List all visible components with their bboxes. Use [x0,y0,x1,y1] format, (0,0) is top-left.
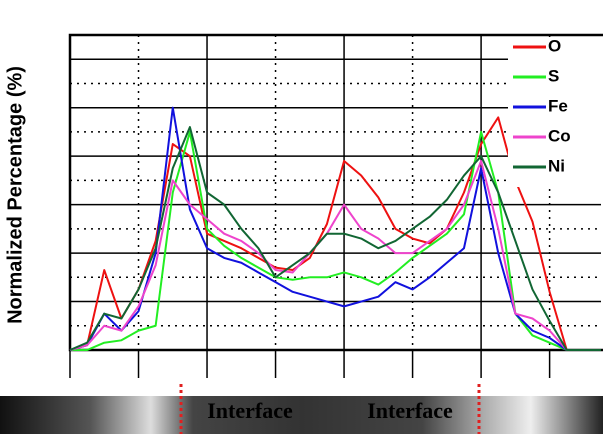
annotation: Interface [207,398,293,423]
legend-label: O [548,36,561,55]
y-axis-label: Normalized Percentage (%) [4,66,26,324]
chart: Normalized Percentage (%) OS Fe Co Ni Interf… [0,0,603,434]
legend-label: Co [548,126,571,145]
annotation: Interface [367,398,453,423]
page: Normalized Percentage (%) OS Fe Co Ni Interf… [0,0,603,434]
legend-label: Fe [548,96,568,115]
image-strip [0,396,603,434]
legend-label: Ni [548,156,565,175]
legend-label: S [548,66,559,85]
